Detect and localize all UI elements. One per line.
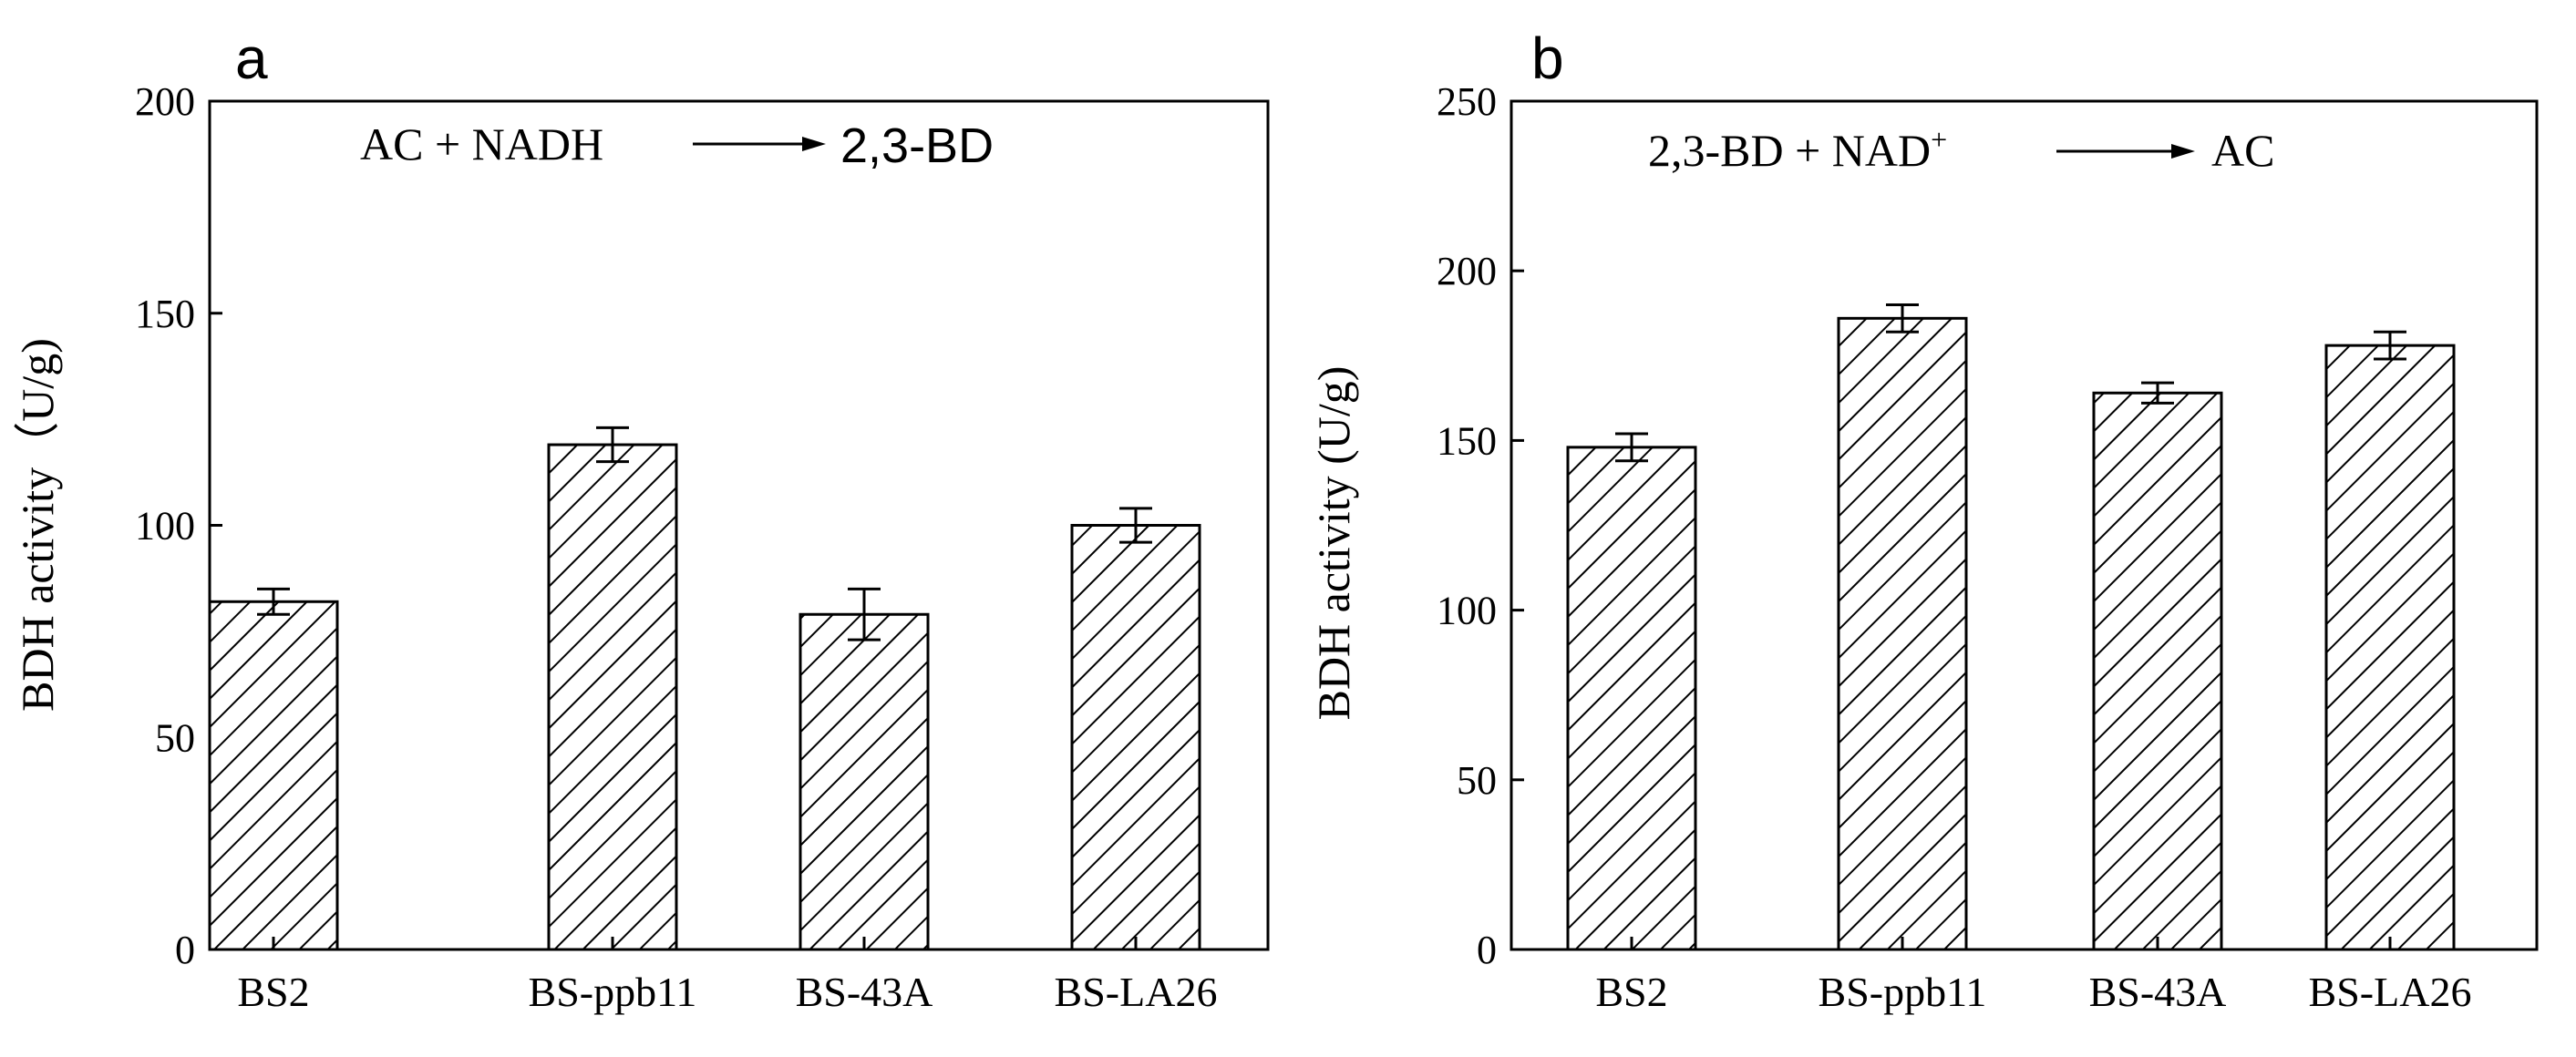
chart-panel-b: b 0 50 100 150 200 250 BS2 BS-ppb11 BS-43A BS-LA…	[1308, 26, 2539, 1015]
y-axis-label-a: BDH activity（U/g)	[12, 338, 63, 712]
error-bar-bs-ppb11	[596, 426, 629, 464]
y-tick-label: 200	[135, 79, 195, 124]
reaction-product-b: AC	[2211, 125, 2274, 176]
error-bar-bs2	[257, 587, 290, 616]
x-category-label: BS-ppb11	[1819, 969, 1987, 1015]
bar-bs-43a	[2092, 391, 2223, 951]
x-category-label: BS-43A	[796, 969, 933, 1015]
panel-letter-b: b	[1531, 26, 1564, 91]
reaction-equation-b: 2,3-BD + NAD+ AC	[1648, 123, 2274, 176]
bar-bs-ppb11	[1837, 316, 1968, 951]
error-bar-bs2	[1615, 432, 1648, 463]
y-tick-label: 0	[175, 928, 195, 972]
reaction-arrowhead-a	[802, 137, 826, 151]
bars-a	[208, 426, 1201, 951]
bar-bs-ppb11	[547, 443, 678, 951]
y-tick-label: 150	[1437, 418, 1497, 463]
error-bar-bs-la26	[2374, 330, 2406, 361]
x-category-label: BS-43A	[2089, 969, 2227, 1015]
y-tick-label: 100	[1437, 589, 1497, 633]
x-categories-b: BS2 BS-ppb11 BS-43A BS-LA26	[1595, 937, 2471, 1015]
error-bar-bs-la26	[1119, 507, 1152, 544]
x-category-label: BS2	[237, 969, 309, 1015]
x-category-label: BS-LA26	[2309, 969, 2472, 1015]
reaction-product-a: 2,3-BD	[840, 118, 994, 173]
reaction-reactants-b: 2,3-BD + NAD+	[1648, 123, 1947, 176]
y-tick-label: 200	[1437, 249, 1497, 293]
y-tick-label: 150	[135, 292, 195, 336]
y-tick-label: 0	[1477, 928, 1497, 972]
x-category-label: BS-ppb11	[529, 969, 697, 1015]
y-ticks-b: 0 50 100 150 200 250	[1437, 79, 1524, 972]
y-ticks-a: 0 50 100 150 200	[135, 79, 222, 972]
error-bar-bs-43a	[2141, 381, 2174, 405]
panel-letter-a: a	[235, 26, 268, 91]
y-tick-label: 50	[155, 715, 195, 760]
bar-bs2	[1566, 446, 1697, 951]
error-bar-bs-43a	[848, 587, 881, 641]
plot-frame-b	[1510, 99, 2539, 951]
x-category-label: BS2	[1595, 969, 1667, 1015]
error-bar-bs-ppb11	[1886, 303, 1919, 334]
reaction-arrowhead-b	[2171, 144, 2195, 159]
y-tick-label: 50	[1457, 758, 1497, 803]
reaction-equation-a: AC + NADH 2,3-BD	[360, 118, 994, 173]
x-category-label: BS-LA26	[1055, 969, 1218, 1015]
reaction-reactants-a: AC + NADH	[360, 118, 603, 169]
y-tick-label: 100	[135, 504, 195, 549]
y-tick-label: 250	[1437, 79, 1497, 124]
bar-bs2	[208, 600, 339, 951]
bar-bs-la26	[2324, 344, 2456, 951]
bar-bs-43a	[799, 612, 930, 951]
bars-b	[1566, 303, 2456, 951]
x-categories-a: BS2 BS-ppb11 BS-43A BS-LA26	[237, 937, 1217, 1015]
y-axis-label-b: BDH activity (U/g)	[1308, 366, 1359, 721]
bar-bs-la26	[1070, 524, 1201, 951]
